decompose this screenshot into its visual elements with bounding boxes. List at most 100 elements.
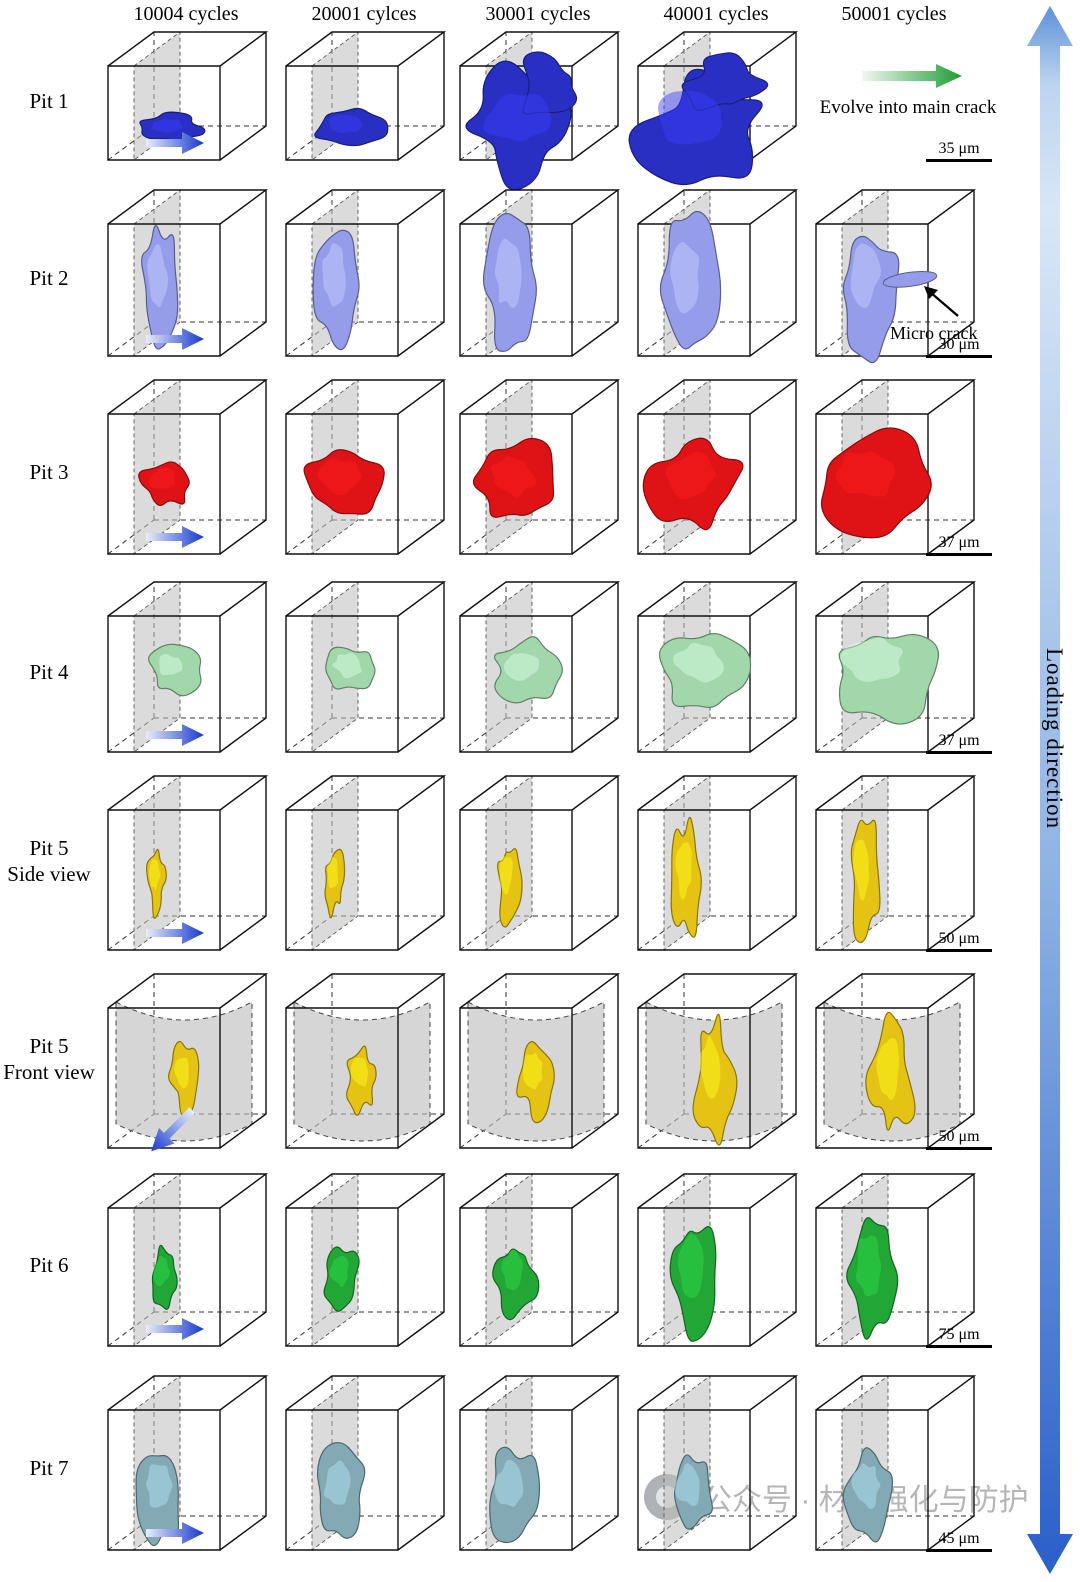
pit-blob-highlight: [322, 243, 346, 307]
pit-cell: [808, 578, 978, 769]
cell-direction-arrow-icon: [146, 922, 204, 944]
pit-cell: [278, 1372, 448, 1567]
cube-hidden-edges: [815, 776, 974, 951]
scale-bar-line: [926, 553, 992, 556]
pit-blob-highlight: [153, 1255, 170, 1287]
cube-hidden-edges: [815, 1174, 974, 1347]
cube-hidden-edges: [637, 1174, 796, 1347]
pit-cell: [452, 772, 622, 967]
pit-blob-highlight: [674, 1463, 700, 1507]
pit-blob-highlight: [174, 1057, 189, 1089]
cube-edges: [637, 973, 799, 1149]
pit-blob: [850, 819, 881, 944]
pit-blob: [138, 461, 190, 507]
pit-cell: [452, 970, 622, 1165]
pit-blob-highlight: [329, 1255, 349, 1288]
pit-blob-highlight: [350, 1057, 369, 1087]
pit-cell: [452, 28, 622, 191]
pit-blob-highlight: [483, 94, 551, 142]
pit-blob: [642, 437, 744, 531]
pit-blob-highlight: [876, 1037, 899, 1100]
cube-edges: [637, 379, 799, 555]
loading-direction-arrow: [1026, 6, 1074, 1574]
pit-blob-highlight: [151, 118, 183, 133]
cube-svg: [459, 31, 621, 191]
pit-blob-highlight: [851, 1463, 881, 1510]
pit-cell: [100, 1372, 270, 1567]
cube-edges: [459, 379, 621, 555]
row-label-title: Pit 2: [29, 266, 69, 290]
pit-cell: [100, 578, 270, 769]
pit-blob-highlight: [672, 642, 724, 683]
cube-hidden-edges: [107, 1174, 266, 1347]
pit-cell: [808, 970, 978, 1165]
cube-hidden-edges: [459, 1376, 618, 1551]
cube-edges: [285, 189, 447, 357]
evolve-label: Evolve into main crack: [819, 97, 997, 118]
cube-edges: [107, 1173, 269, 1347]
pit-cell: [808, 376, 978, 571]
cube-edges: [637, 1375, 799, 1551]
cube-svg: [107, 775, 269, 951]
pit-blob-highlight: [494, 1459, 524, 1507]
scale-bar-label: 45 μm: [938, 1530, 980, 1547]
cube-svg: [285, 1375, 447, 1551]
pit-blob-highlight: [149, 859, 161, 890]
scale-bar: 45 μm: [926, 1530, 992, 1552]
pit-cell: [278, 1170, 448, 1363]
pit-cell: [100, 376, 270, 571]
row-label-8: Pit 7: [0, 1455, 98, 1481]
cube-edges: [285, 581, 447, 753]
cube-edges: [459, 775, 621, 951]
cube-svg: [459, 581, 621, 753]
pit-cell: [100, 186, 270, 373]
pit-blob: [323, 1246, 360, 1312]
scale-bar-label: 35 μm: [938, 140, 980, 157]
scale-bar: 37 μm: [926, 534, 992, 556]
pit-blob: [312, 229, 360, 351]
cube-svg: [459, 775, 621, 951]
row-label-4: Pit 4: [0, 659, 98, 685]
row-label-6: Pit 5 Front view: [0, 1033, 98, 1086]
column-header: 50001 cycles: [841, 3, 947, 25]
scale-bar-label: 37 μm: [938, 732, 980, 749]
pit-blob: [148, 643, 202, 697]
cube-svg: [637, 775, 799, 951]
scale-bar-label: 50 μm: [938, 1128, 980, 1145]
cube-svg: [285, 189, 447, 357]
scale-bar-label: 30 μm: [938, 336, 980, 353]
column-header: 40001 cycles: [663, 3, 769, 25]
row-label-title: Pit 6: [29, 1253, 69, 1277]
pit-blob-highlight: [499, 855, 513, 895]
pit-cell: [278, 772, 448, 967]
cube-edges: [637, 189, 799, 357]
pit-cell: [630, 1170, 800, 1363]
pit-blob: [324, 848, 346, 919]
cube-svg: [107, 1173, 269, 1347]
pit-blob-highlight: [327, 855, 339, 889]
cube-svg: [107, 1375, 269, 1551]
cube-edges: [107, 189, 269, 357]
pit-cell: [452, 1372, 622, 1567]
pit-cell: [100, 772, 270, 967]
row-label-title: Pit 5: [29, 1034, 69, 1058]
cell-direction-arrow-icon: [146, 328, 204, 350]
row-label-title: Pit 1: [29, 89, 69, 113]
cube-edges: [459, 1173, 621, 1347]
cube-hidden-edges: [107, 380, 266, 555]
row-label-title: Pit 3: [29, 460, 69, 484]
scale-bar: 35 μm: [926, 140, 992, 162]
evolve-arrow-icon: [862, 64, 962, 88]
scale-bar-label: 75 μm: [938, 1326, 980, 1343]
pit-blob: [659, 210, 722, 350]
cube-edges: [637, 775, 799, 951]
cube-svg: [459, 189, 621, 357]
cube-svg: [637, 581, 799, 753]
pit-blob: [669, 1226, 717, 1342]
pit-blob: [482, 212, 537, 352]
cube-edges: [459, 973, 621, 1149]
cube-svg: [815, 581, 977, 753]
cube-hidden-edges: [815, 1376, 974, 1551]
cube-edges: [815, 1173, 977, 1347]
cube-edges: [107, 581, 269, 753]
